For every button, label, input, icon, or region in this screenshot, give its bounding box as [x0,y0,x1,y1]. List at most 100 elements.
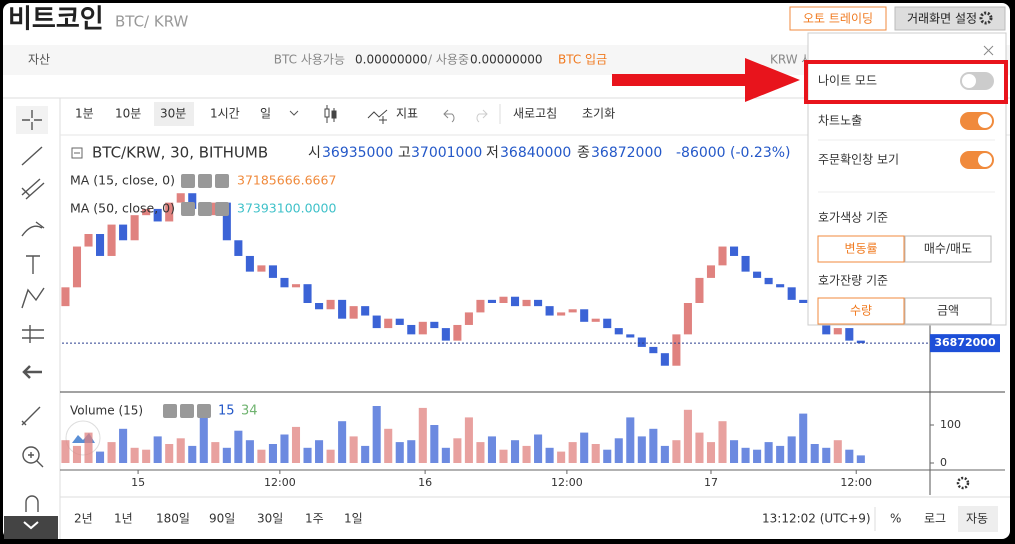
indicator-icon[interactable] [367,109,388,124]
candle [534,299,543,307]
indicator-control[interactable] [181,202,195,216]
asset-field: / 사용중 [428,53,469,67]
range-button[interactable]: 1주 [305,512,324,526]
volume-bar [84,432,93,463]
collapse-legend[interactable] [71,147,83,159]
indicator-control[interactable] [181,174,195,188]
segment-option[interactable] [817,235,905,263]
candle [557,312,566,316]
interval-button[interactable]: 일 [260,107,271,121]
indicator-control[interactable] [215,174,229,188]
interval-button[interactable]: 1시간 [210,107,240,121]
candle [280,277,289,288]
range-button[interactable]: 1년 [114,512,133,526]
volume-bar [730,440,739,463]
volume-bar [430,425,439,463]
segment-label: 매수/매도 [924,242,972,256]
asset-value: 0.00000000 [355,53,428,67]
candle [603,318,612,329]
setting-label: 호가색상 기준 [818,211,888,225]
candle [165,202,174,222]
setting-label: 나이트 모드 [818,74,877,88]
volume-label: Volume (15) [70,404,143,418]
volume-bar [107,442,116,463]
volume-bar [557,451,566,463]
volume-bar [418,407,427,463]
asset-value: 0.00000000 [470,53,543,67]
volume-bar [706,442,716,463]
segment-option[interactable] [904,297,992,325]
volume-control[interactable] [197,404,211,418]
interval-button[interactable]: 1분 [75,107,94,121]
candle [787,287,796,300]
auto-trading-button[interactable] [789,6,887,31]
candle [741,255,750,272]
volume-bar [753,449,762,463]
candle [222,202,231,241]
setting-label: 차트노출 [818,114,862,128]
candle [107,224,116,256]
close-button[interactable] [983,45,994,56]
y-tick-label: 100 [940,418,961,431]
segment-option[interactable] [817,297,905,325]
undo-icon[interactable] [443,109,455,123]
refresh-button[interactable]: 새로고침 [513,107,557,121]
log-button[interactable]: 로그 [924,512,946,526]
volume-bar [303,447,312,463]
redo-icon[interactable] [476,109,488,123]
volume-control[interactable] [180,404,194,418]
percent-button[interactable]: % [890,512,901,526]
volume-bar [315,440,324,463]
toggle-knob [962,74,976,88]
indicator-label: MA (15, close, 0) [70,173,175,188]
candle [510,296,520,307]
change: -86000 (-0.23%) [676,145,791,161]
volume-bar [672,440,681,463]
range-button[interactable]: 1일 [344,512,363,526]
volume-bar [130,447,139,463]
indicator-button[interactable]: 지표 [396,107,418,121]
candle [418,321,427,335]
dropdown-icon[interactable] [289,110,299,116]
candle [730,246,739,256]
axis-settings[interactable] [956,476,970,490]
close-label: 종 [577,145,590,161]
auto-button-bg [958,506,998,532]
page-title: 비트코인 [8,5,104,35]
volume-bar [441,447,450,463]
candle [660,353,669,366]
auto-button[interactable]: 자동 [966,512,988,526]
indicator-control[interactable] [198,174,212,188]
candle [856,340,865,344]
chart-style-icon[interactable] [324,105,337,123]
volume-bar [245,440,254,463]
settings-button[interactable] [894,6,1006,31]
range-button[interactable]: 90일 [209,512,235,526]
indicator-control[interactable] [215,202,229,216]
indicator-control[interactable] [198,202,212,216]
interval-button[interactable]: 10분 [115,107,141,121]
open-value: 36935000 [322,145,393,161]
candle [499,296,508,303]
volume-control[interactable] [163,404,177,418]
volume-bar [257,449,266,463]
x-tick-label: 12:00 [551,476,583,489]
volume-bar [856,455,865,463]
range-button[interactable]: 180일 [156,512,190,526]
interval-button[interactable]: 30분 [160,107,186,121]
range-button[interactable]: 2년 [74,512,93,526]
drawing-tools[interactable] [16,106,48,512]
gear-icon [979,11,993,25]
volume-bar [188,445,197,463]
volume-bar [372,406,381,463]
candle [718,246,727,266]
range-button[interactable]: 30일 [257,512,283,526]
high-label: 고 [398,145,411,161]
deposit-link[interactable]: BTC 입금 [558,53,607,67]
candle [257,265,266,272]
candle [234,240,243,256]
reset-button[interactable]: 초기화 [582,107,615,121]
segment-option[interactable] [904,235,992,263]
clock: 13:12:02 (UTC+9) [762,512,871,526]
